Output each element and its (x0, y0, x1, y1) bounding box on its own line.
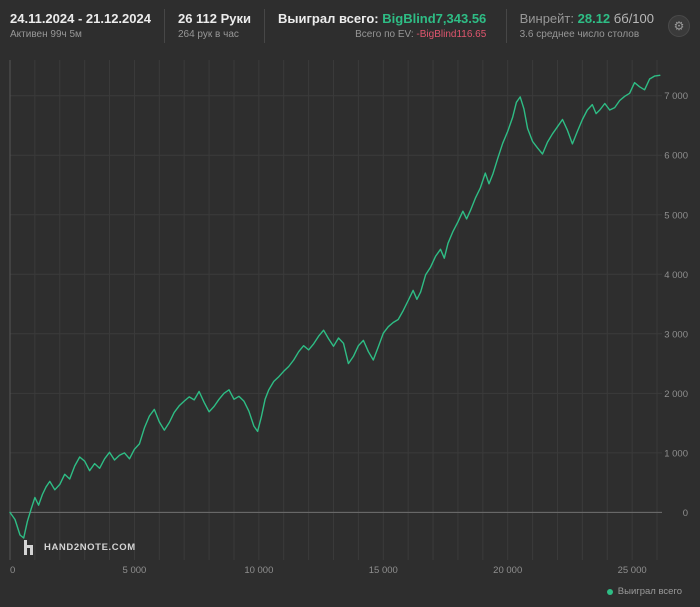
header-right-group: Винрейт: 28.12 бб/100 3.6 среднее число … (493, 9, 690, 43)
hands-per-hour: 264 рук в час (177, 29, 239, 40)
svg-text:0: 0 (10, 565, 15, 576)
hands-count: 26 112 Руки (177, 11, 252, 26)
ev-total: Всего по EV: -BigBlind116.65 (278, 29, 486, 41)
gear-icon: ⚙ (673, 19, 685, 33)
legend-dot (606, 588, 613, 595)
separator (163, 9, 165, 43)
legend: Выиграл всего (606, 586, 682, 597)
svg-text:4 000: 4 000 (664, 270, 688, 281)
svg-text:15 000: 15 000 (369, 565, 398, 576)
avg-tables: 3.6 среднее число столов (519, 29, 640, 40)
ev-value: -BigBlind116.65 (416, 29, 487, 40)
active-time: Активен 99ч 5м (10, 29, 82, 40)
separator (505, 9, 507, 43)
x-axis-labels: 0 5 000 10 000 15 000 20 000 25 000 (10, 565, 647, 576)
winnings-chart: 0 1 000 2 000 3 000 4 000 5 000 6 000 7 000 0 5 … (9, 60, 688, 576)
chart-area: 0 1 000 2 000 3 000 4 000 5 000 6 000 7 000 0 5 … (0, 52, 700, 607)
winrate-block: Винрейт: 28.12 бб/100 3.6 среднее число … (520, 11, 654, 41)
winrate-line: Винрейт: 28.12 бб/100 (520, 11, 654, 26)
stats-header: 24.11.2024 - 21.12.2024 Активен 99ч 5м 2… (0, 0, 700, 52)
svg-text:25 000: 25 000 (618, 565, 647, 576)
winrate-unit: бб/100 (613, 11, 654, 26)
ev-label: Всего по EV: (355, 29, 414, 40)
won-total-value: BigBlind7,343.56 (382, 11, 487, 26)
hand2note-watermark: HAND2NOTE.COM (24, 540, 136, 555)
svg-text:0: 0 (683, 508, 688, 519)
won-total: Выиграл всего: BigBlind7,343.56 (278, 11, 486, 26)
separator (264, 9, 266, 43)
svg-text:2 000: 2 000 (664, 389, 688, 400)
hands-block: 26 112 Руки 264 рук в час (178, 11, 251, 41)
vertical-gridlines (9, 60, 658, 560)
winnings-block: Выиграл всего: BigBlind7,343.56 Всего по… (278, 11, 486, 41)
svg-text:5 000: 5 000 (664, 210, 688, 221)
svg-text:20 000: 20 000 (493, 565, 522, 576)
hand2note-logo-icon (24, 540, 33, 555)
y-axis-labels: 0 1 000 2 000 3 000 4 000 5 000 6 000 7 000 (664, 91, 688, 519)
svg-text:6 000: 6 000 (664, 151, 688, 162)
winrate-label: Винрейт: (519, 11, 574, 26)
date-range-block: 24.11.2024 - 21.12.2024 Активен 99ч 5м (10, 11, 151, 41)
won-total-label: Выиграл всего: (278, 11, 379, 26)
legend-label: Выиграл всего (617, 586, 682, 597)
svg-text:1 000: 1 000 (664, 448, 688, 459)
horizontal-gridlines (10, 95, 662, 513)
winnings-line (9, 74, 661, 539)
watermark-text: HAND2NOTE.COM (44, 542, 136, 553)
svg-text:3 000: 3 000 (664, 329, 688, 340)
settings-button[interactable]: ⚙ (668, 15, 690, 37)
svg-text:5 000: 5 000 (123, 565, 147, 576)
winrate-value: 28.12 (577, 11, 611, 26)
svg-text:7 000: 7 000 (664, 91, 688, 102)
svg-text:10 000: 10 000 (244, 565, 273, 576)
date-range: 24.11.2024 - 21.12.2024 (10, 11, 151, 26)
